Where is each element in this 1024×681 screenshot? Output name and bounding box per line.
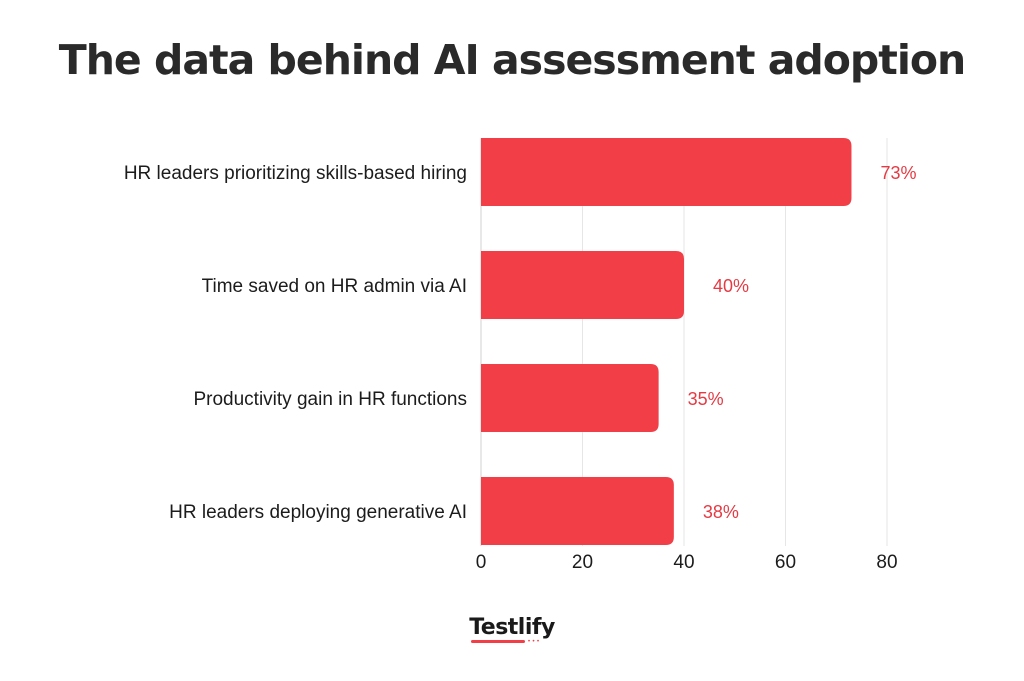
x-tick-label: 0 — [476, 552, 487, 573]
bar — [481, 364, 659, 432]
category-label: Time saved on HR admin via AI — [202, 276, 467, 297]
x-tick-label: 20 — [572, 552, 593, 573]
bar — [481, 138, 852, 206]
bar — [481, 251, 684, 319]
value-label: 38% — [703, 502, 739, 522]
brand-name: Testlify — [469, 615, 555, 640]
value-label: 73% — [880, 163, 916, 183]
bars — [481, 138, 852, 545]
value-label: 35% — [688, 389, 724, 409]
category-label: HR leaders deploying generative AI — [169, 502, 467, 523]
brand-logo: Testlify ••• — [0, 615, 1024, 645]
x-tick-label: 40 — [673, 552, 694, 573]
chart-title: The data behind AI assessment adoption — [58, 36, 966, 84]
category-labels: HR leaders prioritizing skills-based hir… — [124, 163, 467, 523]
value-label: 40% — [713, 276, 749, 296]
value-labels: 73% 40% 35% 38% — [688, 163, 917, 522]
brand-underline — [471, 640, 525, 643]
category-label: Productivity gain in HR functions — [193, 389, 467, 410]
bar — [481, 477, 674, 545]
category-label: HR leaders prioritizing skills-based hir… — [124, 163, 467, 184]
brand-dots-icon: ••• — [527, 638, 541, 645]
x-tick-label: 60 — [775, 552, 796, 573]
x-tick-label: 80 — [876, 552, 897, 573]
x-axis-tick-labels: 0 20 40 60 80 — [476, 552, 898, 573]
